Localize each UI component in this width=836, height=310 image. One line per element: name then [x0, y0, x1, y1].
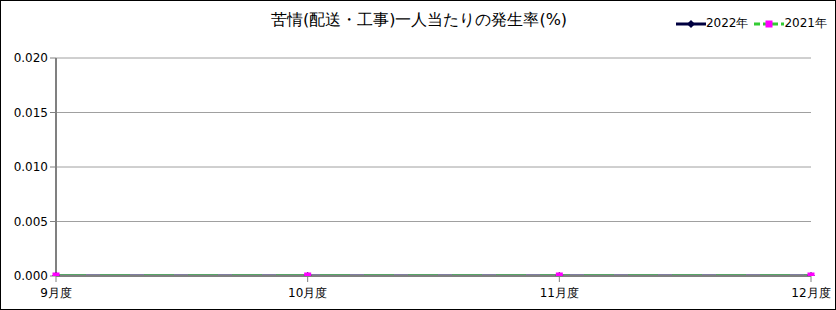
html-text:2022年: 2022年 — [705, 16, 749, 30]
svg-text:10月度: 10月度 — [288, 286, 327, 300]
svg-text:0.010: 0.010 — [14, 160, 48, 174]
html-text:2021年: 2021年 — [784, 16, 827, 30]
svg-text:0.015: 0.015 — [14, 106, 48, 120]
svg-text:0.005: 0.005 — [14, 215, 48, 229]
svg-text:12月度: 12月度 — [791, 286, 828, 300]
svg-text:0.020: 0.020 — [14, 51, 48, 65]
svg-text:0.000: 0.000 — [14, 269, 48, 283]
svg-text:11月度: 11月度 — [540, 286, 579, 300]
html-text:苦情(配送・工事)一人当たりの発生率(%): 苦情(配送・工事)一人当たりの発生率(%) — [270, 10, 568, 29]
svg-text:9月度: 9月度 — [40, 286, 72, 300]
